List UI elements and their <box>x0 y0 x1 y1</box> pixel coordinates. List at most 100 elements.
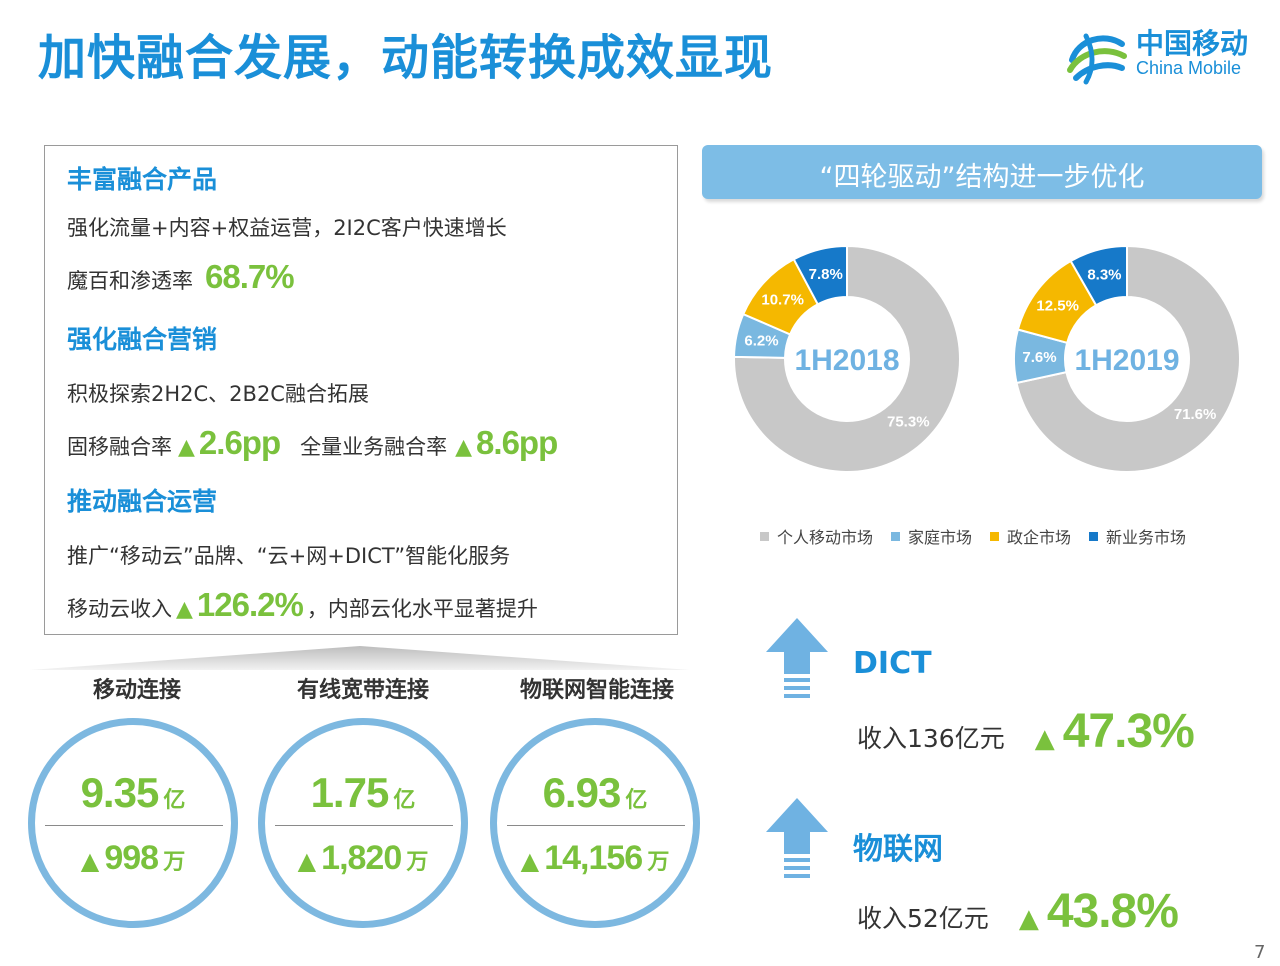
up-triangle-icon: ▲ <box>1035 724 1055 754</box>
structure-banner-text: “四轮驱动”结构进一步优化 <box>702 155 1262 194</box>
donut-label-home-slice: 7.6% <box>1022 349 1056 366</box>
connection-delta-value: 998 <box>104 839 158 877</box>
connection-delta-value: 14,156 <box>544 839 642 877</box>
operations-line-1-text: 推广“移动云”品牌、“云+网+DICT”智能化服务 <box>67 540 510 570</box>
base-shadow-shape <box>30 644 690 670</box>
connection-delta-unit: 万 <box>406 850 428 875</box>
connection-delta: ▲ 1,820 万 <box>265 839 461 878</box>
logo-text-en: China Mobile <box>1136 58 1241 79</box>
up-triangle-icon: ▲ <box>298 847 316 875</box>
legend-swatch <box>1089 532 1098 541</box>
legend-label: 个人移动市场 <box>777 524 873 548</box>
legend-swatch <box>891 532 900 541</box>
products-line-1-text: 强化流量+内容+权益运营，2I2C客户快速增长 <box>67 212 507 242</box>
iot-growth: 43.8% <box>1047 884 1178 939</box>
legend-item-new-business: 新业务市场 <box>1089 524 1186 548</box>
cloud-revenue-label: 移动云收入 <box>67 593 172 623</box>
circle-divider <box>275 825 453 826</box>
connection-label: 有线宽带连接 <box>248 672 478 704</box>
dict-title: DICT <box>853 646 932 681</box>
donut-label-personal-slice: 75.3% <box>887 413 930 430</box>
iot-title: 物联网 <box>853 824 943 868</box>
circle-divider <box>507 825 685 826</box>
donut-chart-1h2019-svg: 71.6% 7.6% 12.5% 8.3% 1H2019 <box>1012 244 1242 474</box>
donut-chart-1h2018: 75.3% 6.2% 10.7% 7.8% 1H2018 <box>732 244 962 478</box>
donut-label-enterprise-slice: 10.7% <box>761 292 804 309</box>
up-triangle-icon: ▲ <box>178 435 195 460</box>
up-arrow-icon <box>764 616 830 700</box>
up-triangle-icon: ▲ <box>176 597 193 622</box>
page-number: 7 <box>1254 942 1265 963</box>
connection-label: 物联网智能连接 <box>482 672 712 704</box>
donut-label-home-slice: 6.2% <box>744 332 778 349</box>
connection-broadband: 有线宽带连接 <box>248 672 478 704</box>
connection-mobile: 移动连接 <box>22 672 252 704</box>
cloud-revenue-value: 126.2% <box>197 586 303 624</box>
connection-delta-unit: 万 <box>647 850 669 875</box>
connection-iot: 物联网智能连接 <box>482 672 712 704</box>
connection-total-unit: 亿 <box>163 788 185 813</box>
integration-panel: 丰富融合产品 强化流量+内容+权益运营，2I2C客户快速增长 魔百和渗透率 68… <box>44 145 678 635</box>
connection-total-unit: 亿 <box>393 788 415 813</box>
operations-line-1: 推广“移动云”品牌、“云+网+DICT”智能化服务 <box>67 540 510 570</box>
iot-revenue-line: 收入52亿元 ▲ 43.8% <box>857 884 1178 939</box>
chart-legend: 个人移动市场 家庭市场 政企市场 新业务市场 <box>760 524 1186 548</box>
circle-divider <box>45 825 223 826</box>
up-triangle-icon: ▲ <box>455 435 472 460</box>
section-heading-operations: 推动融合运营 <box>67 482 217 518</box>
connection-circle-iot: 6.93 亿 ▲ 14,156 万 <box>490 718 700 928</box>
connection-total: 6.93 亿 <box>497 769 693 817</box>
section-heading-products: 丰富融合产品 <box>67 160 217 196</box>
connection-delta-value: 1,820 <box>321 839 401 877</box>
china-mobile-logo-icon <box>1064 22 1130 88</box>
connection-total: 1.75 亿 <box>265 769 461 817</box>
products-line-1: 强化流量+内容+权益运营，2I2C客户快速增长 <box>67 212 507 242</box>
donut-center-label: 1H2019 <box>1074 344 1179 377</box>
donut-label-new-business-slice: 7.8% <box>809 266 843 283</box>
marketing-line-2: 固移融合率 ▲ 2.6pp 全量业务融合率 ▲ 8.6pp <box>67 424 561 462</box>
legend-item-personal: 个人移动市场 <box>760 524 873 548</box>
connection-delta: ▲ 998 万 <box>35 839 231 878</box>
connection-total-value: 1.75 <box>311 769 389 816</box>
marketing-line-1-text: 积极探索2H2C、2B2C融合拓展 <box>67 378 369 408</box>
structure-banner: “四轮驱动”结构进一步优化 <box>702 145 1262 199</box>
connection-delta: ▲ 14,156 万 <box>497 839 693 878</box>
donut-chart-1h2019: 71.6% 7.6% 12.5% 8.3% 1H2019 <box>1012 244 1242 478</box>
dict-growth: 47.3% <box>1063 704 1194 759</box>
donut-label-new-business-slice: 8.3% <box>1087 266 1121 283</box>
connection-label: 移动连接 <box>22 672 252 704</box>
connection-total-value: 9.35 <box>81 769 159 816</box>
up-arrow-icon <box>764 796 830 880</box>
legend-label: 政企市场 <box>1007 524 1071 548</box>
page-title: 加快融合发展，动能转换成效显现 <box>38 18 773 88</box>
dict-revenue: 收入136亿元 <box>857 719 1005 755</box>
marketing-line-1: 积极探索2H2C、2B2C融合拓展 <box>67 378 369 408</box>
connection-circle-broadband: 1.75 亿 ▲ 1,820 万 <box>258 718 468 928</box>
legend-item-enterprise: 政企市场 <box>990 524 1071 548</box>
products-line-2: 魔百和渗透率 68.7% <box>67 258 298 296</box>
up-triangle-icon: ▲ <box>521 847 539 875</box>
up-triangle-icon: ▲ <box>1019 904 1039 934</box>
donut-chart-1h2018-svg: 75.3% 6.2% 10.7% 7.8% 1H2018 <box>732 244 962 474</box>
penetration-label: 魔百和渗透率 <box>67 265 193 295</box>
legend-item-home: 家庭市场 <box>891 524 972 548</box>
operations-line-2: 移动云收入 ▲ 126.2% ，内部云化水平显著提升 <box>67 586 538 624</box>
full-integration-value: 8.6pp <box>476 424 557 462</box>
legend-label: 家庭市场 <box>908 524 972 548</box>
connection-delta-unit: 万 <box>163 850 185 875</box>
fixed-mobile-label: 固移融合率 <box>67 431 172 461</box>
legend-swatch <box>990 532 999 541</box>
penetration-value: 68.7% <box>205 258 294 296</box>
connection-total-value: 6.93 <box>543 769 621 816</box>
connection-total: 9.35 亿 <box>35 769 231 817</box>
dict-revenue-line: 收入136亿元 ▲ 47.3% <box>857 704 1194 759</box>
legend-label: 新业务市场 <box>1106 524 1186 548</box>
cloud-revenue-suffix: ，内部云化水平显著提升 <box>307 593 538 623</box>
full-integration-label: 全量业务融合率 <box>300 431 447 461</box>
connection-total-unit: 亿 <box>625 788 647 813</box>
legend-swatch <box>760 532 769 541</box>
fixed-mobile-value: 2.6pp <box>199 424 280 462</box>
connection-circle-mobile: 9.35 亿 ▲ 998 万 <box>28 718 238 928</box>
donut-label-enterprise-slice: 12.5% <box>1036 298 1079 315</box>
iot-revenue: 收入52亿元 <box>857 899 989 935</box>
